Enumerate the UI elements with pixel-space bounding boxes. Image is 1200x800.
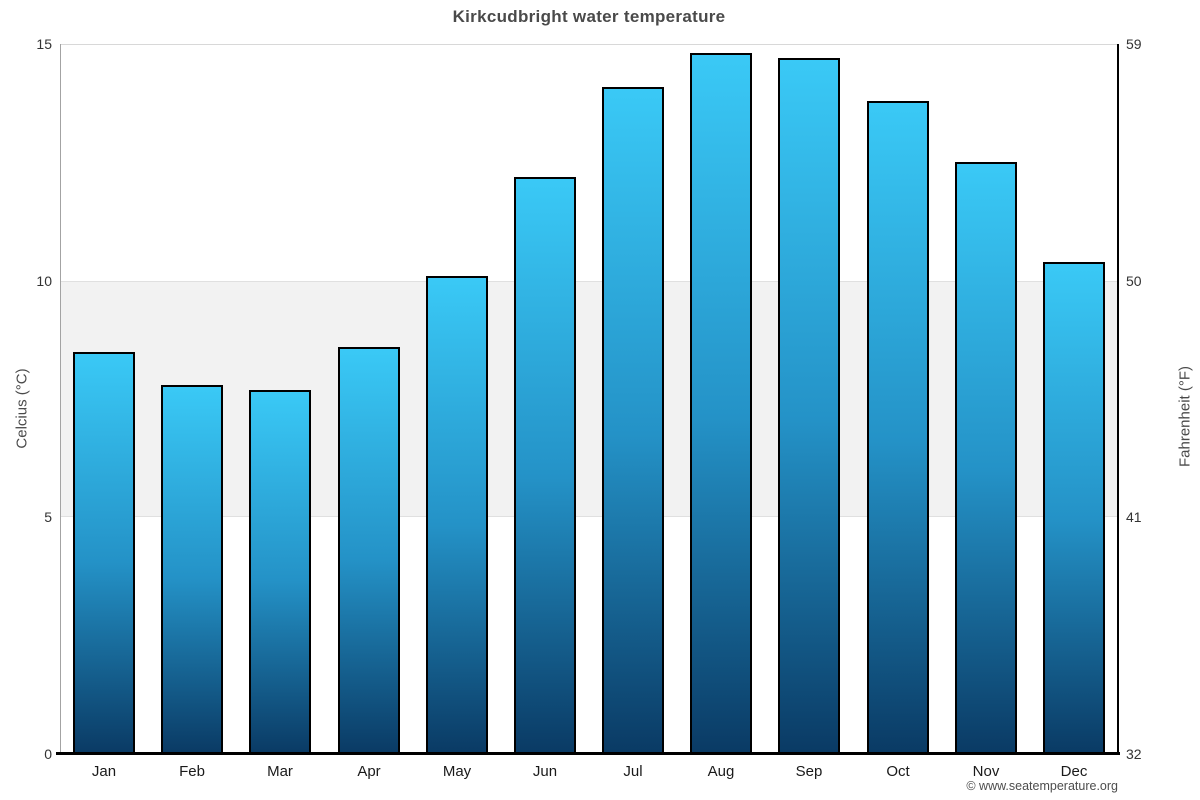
left-axis-title: Celcius (°C) bbox=[13, 368, 31, 449]
bar-may bbox=[426, 276, 488, 754]
right-axis-line bbox=[1117, 44, 1119, 754]
x-label-nov: Nov bbox=[972, 763, 1000, 780]
bar-aug bbox=[690, 53, 752, 754]
x-label-feb: Feb bbox=[179, 763, 205, 780]
x-label-sep: Sep bbox=[795, 763, 823, 780]
gridline-15 bbox=[60, 44, 1118, 45]
left-axis-line bbox=[60, 44, 61, 754]
y-tick-right-59: 59 bbox=[1126, 36, 1142, 52]
chart-title: Kirkcudbright water temperature bbox=[452, 7, 726, 26]
y-tick-left-0: 0 bbox=[44, 746, 52, 762]
y-tick-right-41: 41 bbox=[1126, 509, 1142, 526]
x-label-apr: Apr bbox=[357, 763, 381, 780]
x-label-jan: Jan bbox=[91, 763, 117, 780]
x-label-aug: Aug bbox=[707, 763, 735, 780]
y-tick-left-15: 15 bbox=[36, 36, 52, 52]
x-label-dec: Dec bbox=[1060, 763, 1088, 780]
bar-jul bbox=[602, 87, 664, 754]
right-axis-title: Fahrenheit (°F) bbox=[1176, 365, 1194, 468]
site-credit-link[interactable]: © www.seatemperature.org bbox=[966, 779, 1118, 793]
bar-apr bbox=[338, 347, 400, 754]
y-tick-right-50: 50 bbox=[1126, 272, 1142, 289]
bar-nov bbox=[955, 162, 1017, 754]
bar-mar bbox=[249, 390, 311, 754]
plot-area bbox=[60, 44, 1118, 754]
x-label-jun: Jun bbox=[532, 763, 558, 780]
grid-band-5-10 bbox=[60, 280, 1118, 518]
bar-feb bbox=[161, 385, 223, 754]
x-label-jul: Jul bbox=[623, 763, 643, 780]
bottom-axis-line bbox=[56, 752, 1120, 755]
bar-oct bbox=[867, 101, 929, 754]
x-label-may: May bbox=[442, 763, 472, 780]
y-tick-left-10: 10 bbox=[36, 272, 52, 289]
bar-dec bbox=[1043, 262, 1105, 754]
y-tick-left-5: 5 bbox=[44, 509, 52, 526]
bar-jun bbox=[514, 177, 576, 754]
bar-jan bbox=[73, 352, 135, 754]
bar-sep bbox=[778, 58, 840, 754]
x-label-oct: Oct bbox=[886, 763, 910, 780]
x-label-mar: Mar bbox=[267, 763, 293, 780]
y-tick-right-32: 32 bbox=[1126, 746, 1142, 762]
